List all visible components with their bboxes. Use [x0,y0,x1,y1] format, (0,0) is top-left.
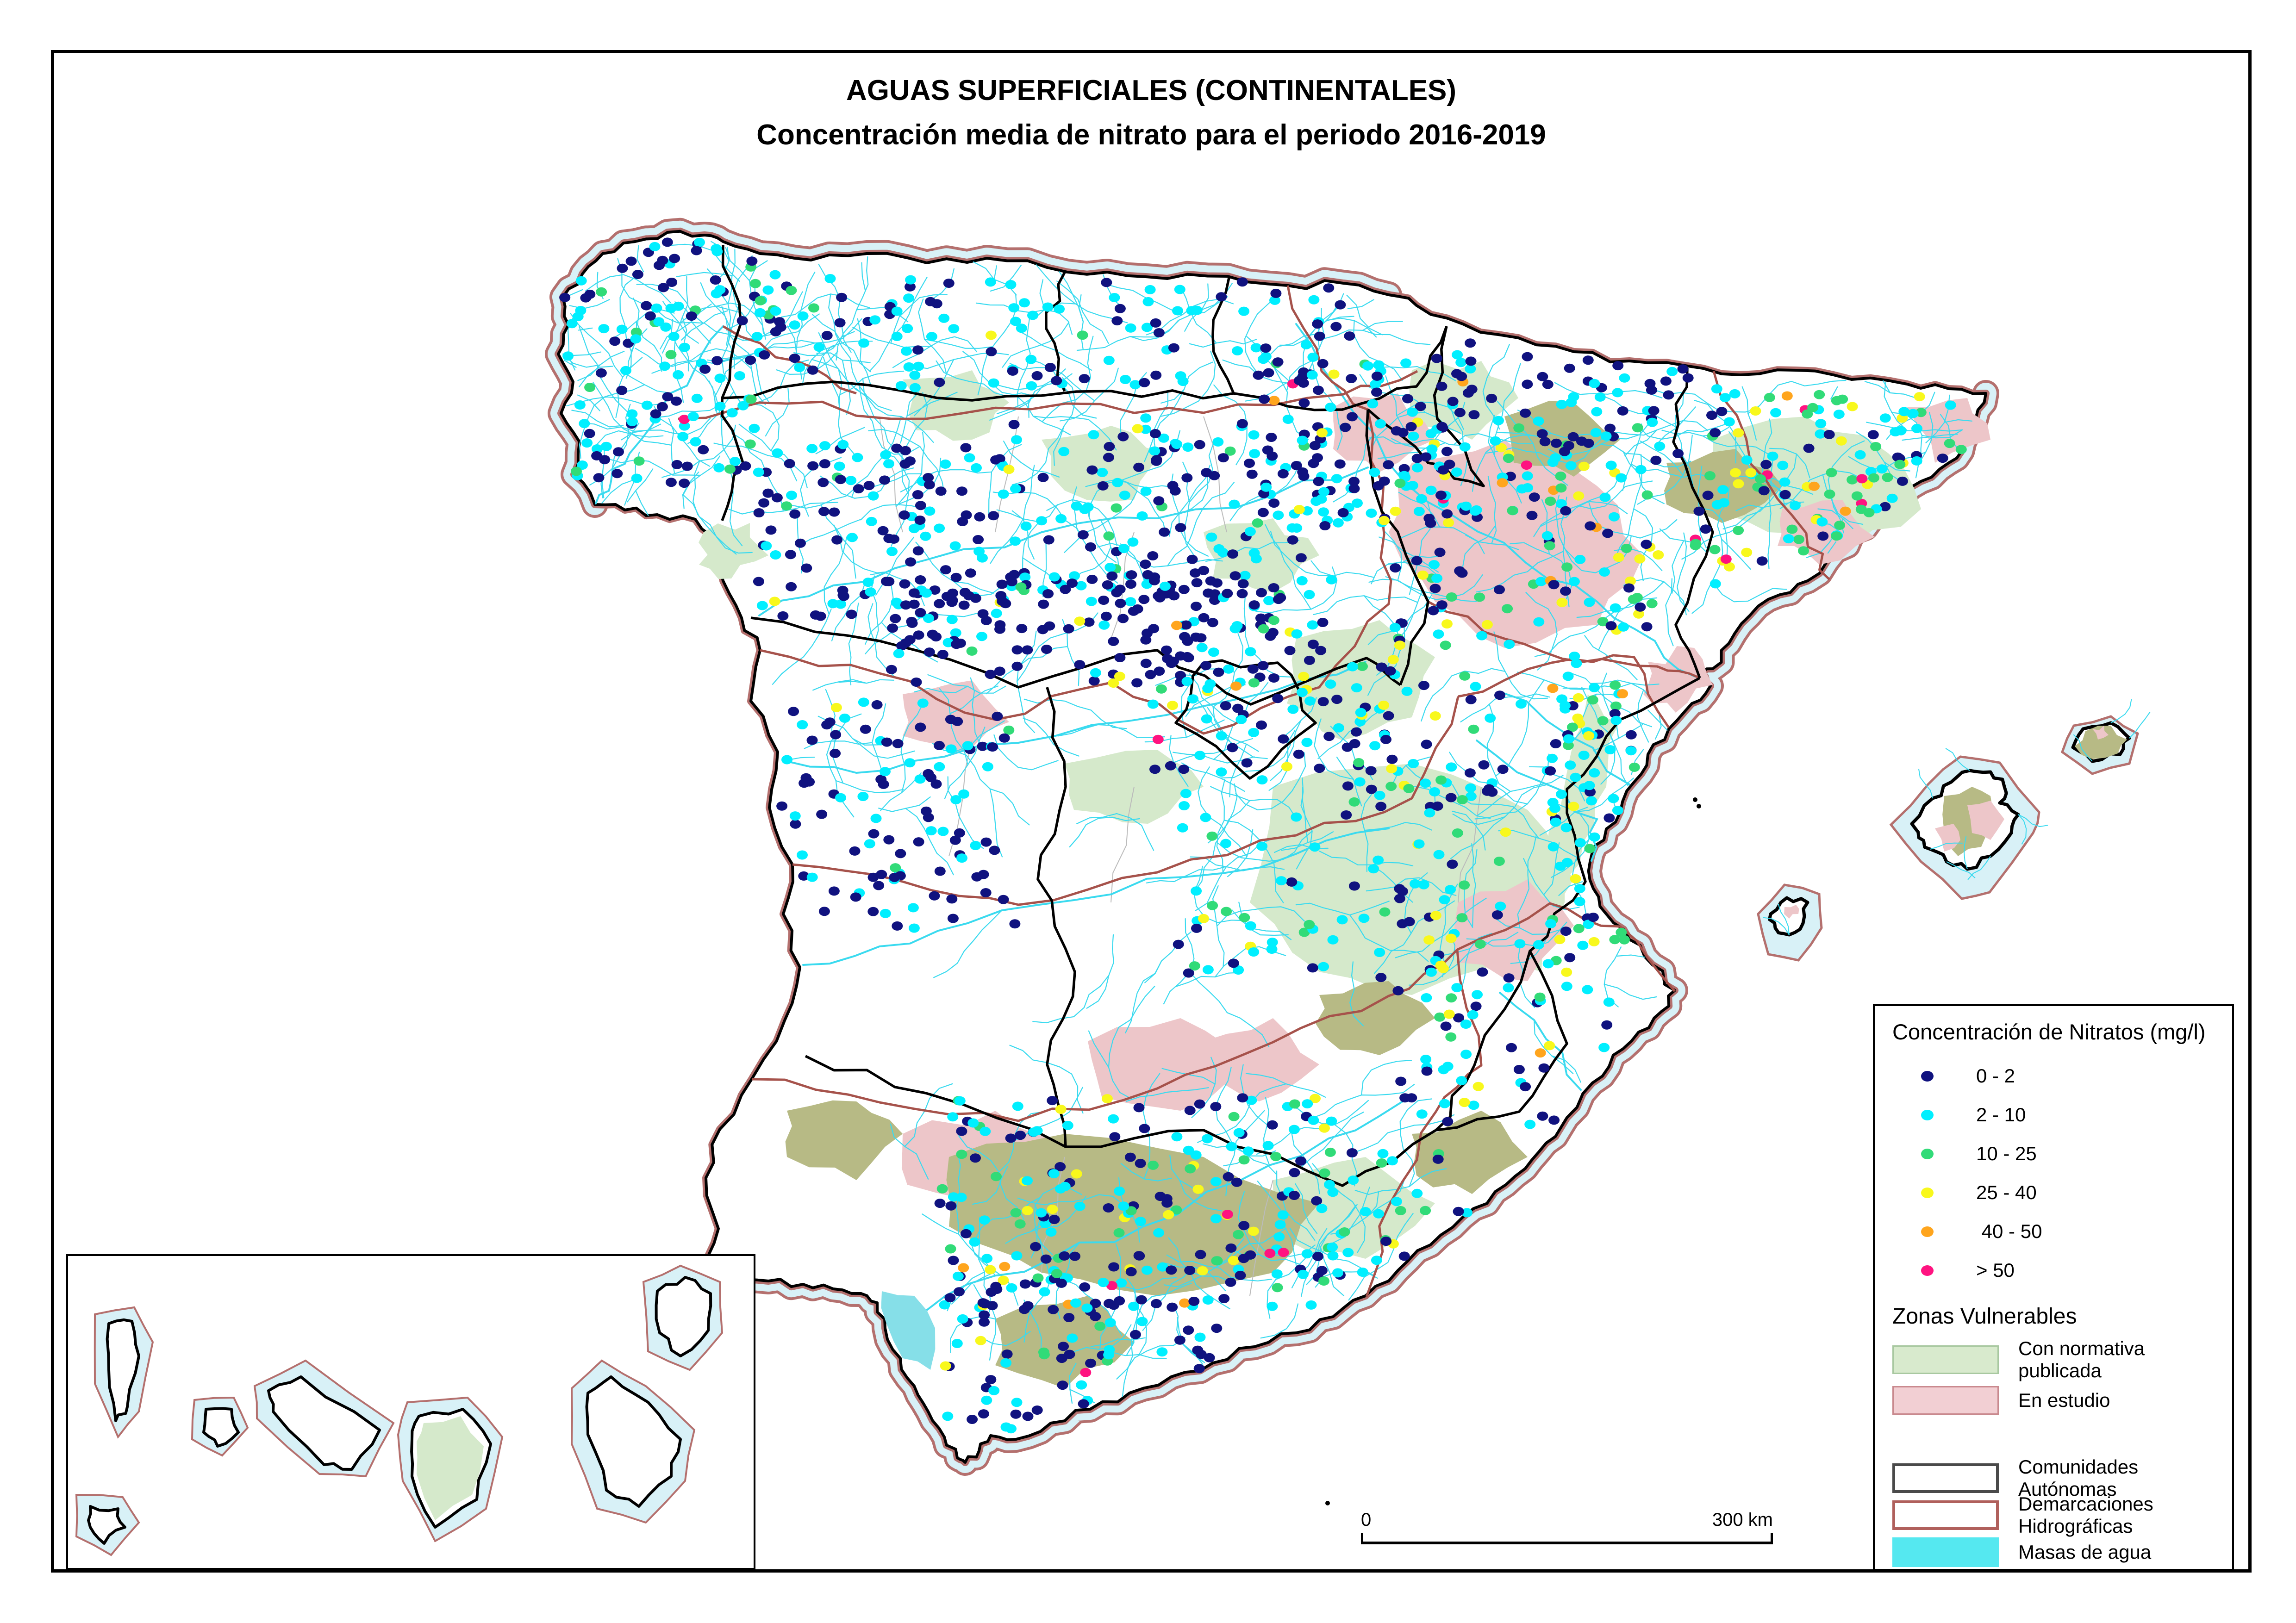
legend-gap [1892,1421,2232,1460]
legend-zones: Con normativa publicada En estudio [1892,1337,2232,1421]
legend-class-label: 40 - 50 [1976,1220,2042,1242]
legend-class-row: 10 - 25 [1892,1134,2232,1173]
canary-inset-group [66,1254,755,1570]
balearics-group [1757,699,2151,962]
legend-class-row: 25 - 40 [1892,1173,2232,1212]
scalebar-tick-left [1361,1533,1363,1542]
legend-boundaries: Comunidades Autónomas Demarcaciones Hidro… [1892,1456,2232,1571]
legend-boundary-label: Demarcaciones Hidrográficas [2018,1493,2153,1537]
legend-class-dot-icon [1921,1265,1934,1276]
scalebar-tick-right [1771,1533,1773,1542]
legend-class-row: > 50 [1892,1251,2232,1290]
page-title: AGUAS SUPERFICIALES (CONTINENTALES) Conc… [51,68,2252,157]
legend-class-dot-icon [1921,1109,1934,1120]
legend-zone-swatch [1892,1386,1999,1415]
station-dots [559,237,1967,1434]
scalebar-zero-label: 0 [1361,1510,1372,1530]
mainland-group [545,218,1999,1505]
legend-zone-label: Con normativa publicada [2018,1337,2145,1381]
legend-class-label: 25 - 40 [1976,1181,2037,1203]
legend-class-dot-icon [1921,1226,1934,1237]
legend-boundary-swatch [1892,1463,1999,1493]
scalebar-bar [1361,1533,1773,1544]
legend-class-label: > 50 [1976,1259,2015,1281]
legend-class-label: 0 - 2 [1976,1065,2015,1087]
scalebar-max-label: 300 km [1712,1510,1773,1530]
legend-class-label: 2 - 10 [1976,1104,2026,1126]
title-line-1: AGUAS SUPERFICIALES (CONTINENTALES) [846,75,1457,106]
legend-boundary-label: Masas de agua [2018,1541,2152,1563]
legend-class-dot-icon [1921,1148,1934,1159]
legend-zones-title: Zonas Vulnerables [1892,1304,2077,1329]
legend-zone-row: Con normativa publicada [1892,1337,2232,1381]
legend-class-dot-icon [1921,1187,1934,1198]
legend-boundary-label: Comunidades Autónomas [2018,1456,2139,1500]
legend-zone-swatch [1892,1345,1999,1374]
legend-boundary-row: Demarcaciones Hidrográficas [1892,1493,2232,1537]
legend-class-dot-icon [1921,1070,1934,1082]
legend-class-label: 10 - 25 [1976,1143,2037,1164]
legend-class-row: 40 - 50 [1892,1212,2232,1251]
legend-zone-label: En estudio [2018,1389,2110,1411]
legend-boundary-row: Comunidades Autónomas [1892,1456,2232,1500]
legend-zone-row: En estudio [1892,1380,2232,1421]
legend-boundary-swatch [1892,1500,1999,1530]
legend-classes: 0 - 2 2 - 10 10 - 25 25 - 40 40 - 50 > 50 [1892,1057,2232,1290]
title-line-2: Concentración media de nitrato para el p… [756,119,1546,151]
legend-class-row: 2 - 10 [1892,1095,2232,1134]
scalebar: 0 300 km [1361,1510,1773,1544]
legend-panel: Concentración de Nitratos (mg/l) 0 - 2 2 … [1873,1004,2234,1571]
legend-boundary-swatch [1892,1537,1999,1567]
legend-title: Concentración de Nitratos (mg/l) [1892,1020,2206,1044]
legend-boundary-row: Masas de agua [1892,1534,2232,1571]
legend-class-row: 0 - 2 [1892,1057,2232,1095]
